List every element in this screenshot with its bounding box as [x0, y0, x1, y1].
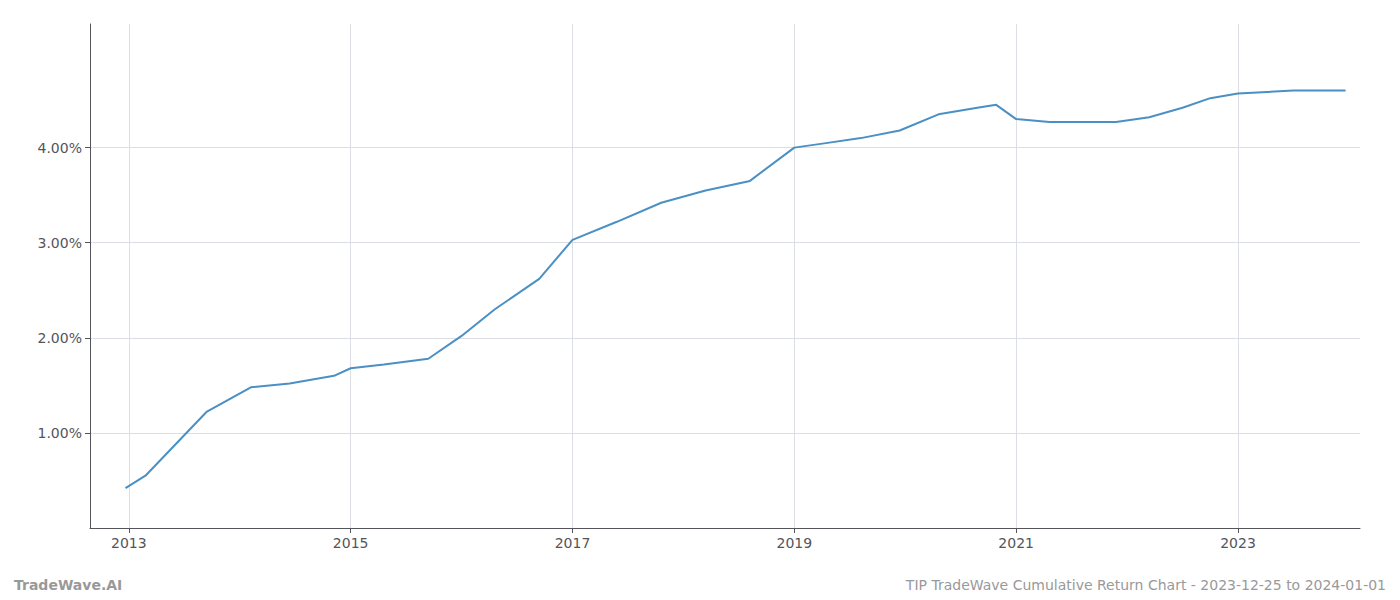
svg-text:2015: 2015	[333, 535, 369, 551]
svg-text:1.00%: 1.00%	[38, 425, 82, 441]
svg-text:2021: 2021	[998, 535, 1034, 551]
svg-text:4.00%: 4.00%	[38, 140, 82, 156]
svg-text:2019: 2019	[777, 535, 813, 551]
svg-text:2013: 2013	[111, 535, 147, 551]
svg-text:TIP TradeWave Cumulative Retur: TIP TradeWave Cumulative Return Chart - …	[905, 577, 1386, 593]
svg-text:2023: 2023	[1220, 535, 1256, 551]
svg-text:TradeWave.AI: TradeWave.AI	[14, 577, 122, 593]
svg-text:2.00%: 2.00%	[38, 330, 82, 346]
svg-text:2017: 2017	[555, 535, 591, 551]
svg-text:3.00%: 3.00%	[38, 235, 82, 251]
